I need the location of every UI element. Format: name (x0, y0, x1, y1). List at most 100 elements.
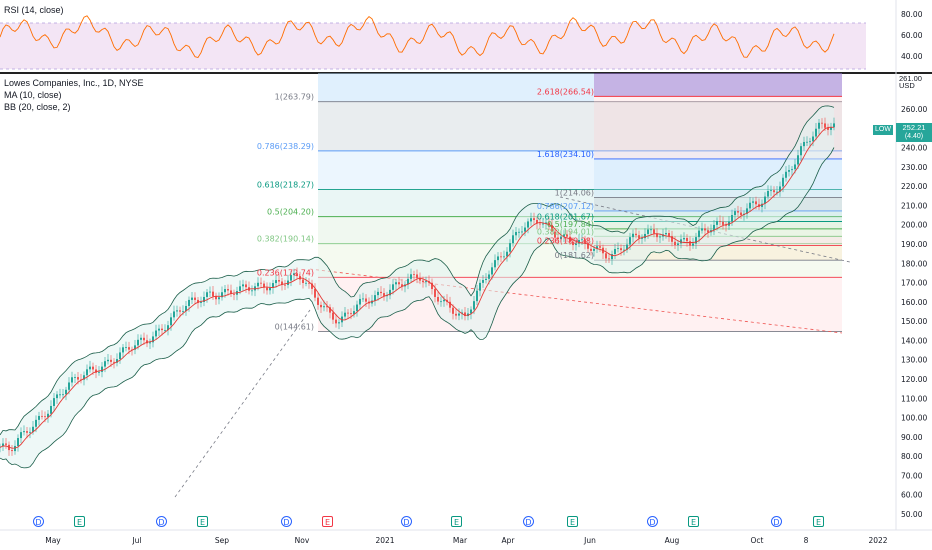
earnings-marker[interactable]: E (567, 516, 578, 527)
time-label: Jul (131, 536, 141, 545)
candle-body (806, 141, 808, 143)
candle-body (77, 377, 79, 380)
candle-body (137, 339, 139, 346)
price-label: 140.00 (901, 336, 927, 345)
candle-body (95, 369, 97, 373)
fib-level-label: 0.5(197.84) (547, 220, 594, 229)
price-label: 240.00 (901, 144, 927, 153)
candle-body (128, 347, 130, 350)
dividend-marker[interactable]: D (771, 516, 782, 527)
candle-body (230, 290, 232, 294)
candle-body (305, 282, 307, 284)
fib-zone (318, 101, 842, 151)
dividend-marker[interactable]: D (156, 516, 167, 527)
time-axis[interactable]: May Jul Sep Nov 2021 Mar Apr Jun Aug Oct 8 2022 (45, 536, 888, 545)
bollinger-upper (0, 105, 835, 436)
candle-body (161, 328, 163, 331)
candle-body (557, 237, 559, 240)
candle-body (179, 310, 181, 312)
candle-body (41, 415, 43, 417)
candle-body (614, 248, 616, 255)
dividend-marker[interactable]: D (281, 516, 292, 527)
candle-body (527, 221, 529, 228)
price-axis[interactable]: 260.00250.00240.00230.00220.00210.00200.… (901, 105, 927, 519)
dividend-marker[interactable]: D (523, 516, 534, 527)
candle-body (92, 366, 94, 370)
earnings-marker[interactable]: E (197, 516, 208, 527)
candle-body (44, 416, 46, 418)
candle-body (569, 236, 571, 242)
time-label: 2021 (375, 536, 394, 545)
price-label: 70.00 (901, 471, 923, 480)
candle-body (539, 223, 541, 225)
candle-body (287, 280, 289, 285)
candle-body (317, 297, 319, 305)
symbol-title[interactable]: Lowes Companies, Inc., 1D, NYSE (4, 78, 144, 88)
candle-body (125, 347, 127, 348)
fib-level-label: 0(181.62) (555, 251, 594, 260)
candle-body (107, 359, 109, 362)
candle-body (707, 230, 709, 233)
price-label: 260.00 (901, 105, 927, 114)
trendline-dashed-3[interactable] (559, 196, 851, 263)
trendline-dashed-2[interactable] (309, 268, 843, 334)
candle-body (419, 278, 421, 281)
earnings-marker[interactable]: E (451, 516, 462, 527)
candle-body (650, 229, 652, 231)
candle-body (470, 309, 472, 314)
candle-body (320, 304, 322, 308)
candle-body (824, 123, 826, 128)
time-label: May (45, 536, 61, 545)
candle-body (68, 382, 70, 390)
price-label: 160.00 (901, 298, 927, 307)
symbol-tag: LOW (873, 125, 893, 135)
current-price: 252.21 (902, 123, 926, 132)
time-label: Oct (751, 536, 764, 545)
dividend-marker[interactable]: D (33, 516, 44, 527)
candle-body (677, 243, 679, 246)
candle-body (503, 256, 505, 258)
candle-body (323, 306, 325, 308)
candle-body (746, 208, 748, 214)
candle-body (497, 256, 499, 261)
candle-body (101, 366, 103, 372)
ma-legend[interactable]: MA (10, close) (4, 90, 62, 100)
candle-body (455, 313, 457, 316)
earnings-marker[interactable]: E (74, 516, 85, 527)
candle-body (116, 359, 118, 363)
candle-body (458, 313, 460, 316)
price-top-label: 261.00 (899, 74, 922, 83)
candle-body (788, 170, 790, 172)
candle-body (410, 274, 412, 279)
candle-body (566, 234, 568, 237)
candle-body (332, 312, 334, 320)
candle-body (158, 328, 160, 331)
candle-body (512, 235, 514, 244)
candle-body (776, 191, 778, 193)
candle-body (329, 307, 331, 313)
candle-body (599, 246, 601, 248)
candle-body (653, 229, 655, 234)
candle-body (659, 236, 661, 238)
candle-body (809, 141, 811, 143)
earnings-marker[interactable]: E (688, 516, 699, 527)
time-label: 8 (804, 536, 809, 545)
candle-body (278, 280, 280, 282)
candle-body (731, 215, 733, 222)
earnings-marker[interactable]: E (813, 516, 824, 527)
dividend-marker[interactable]: D (401, 516, 412, 527)
candle-body (173, 311, 175, 318)
candle-body (314, 288, 316, 298)
candle-body (461, 312, 463, 314)
bb-legend[interactable]: BB (20, close, 2) (4, 102, 71, 112)
candle-body (74, 377, 76, 378)
candle-body (773, 190, 775, 193)
candle-body (212, 291, 214, 297)
fib-level-label: 0.236(172.74) (257, 268, 314, 277)
dividend-marker[interactable]: D (647, 516, 658, 527)
candle-body (251, 290, 253, 292)
fib-zone (318, 150, 842, 190)
trendline-dashed-1[interactable] (174, 309, 311, 498)
earnings-marker[interactable]: E (322, 516, 333, 527)
